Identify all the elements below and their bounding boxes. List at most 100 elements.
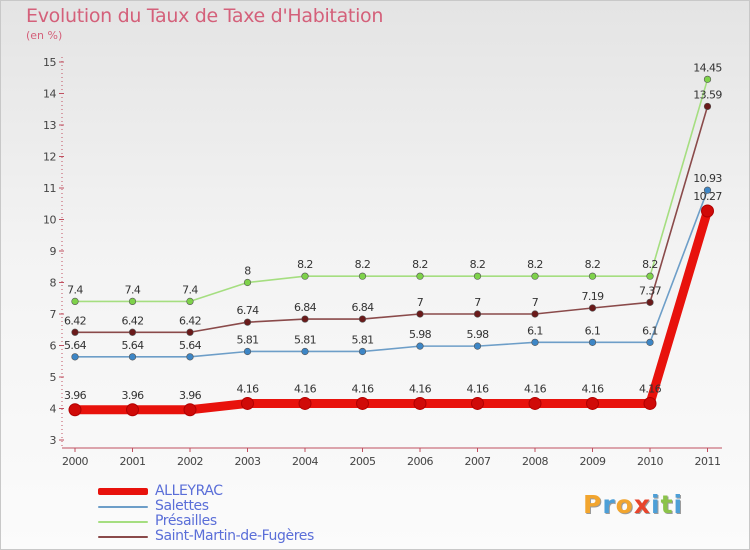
x-tick-label: 2004	[292, 455, 318, 468]
legend-label: Présailles	[155, 513, 217, 529]
data-label: 5.98	[409, 328, 432, 341]
data-point	[413, 396, 427, 410]
data-point	[301, 315, 309, 323]
data-point	[358, 347, 367, 356]
series-points	[68, 75, 714, 417]
data-label: 4.16	[409, 382, 432, 395]
data-point	[416, 342, 424, 350]
data-point	[703, 102, 712, 111]
y-tick-label: 6	[50, 340, 57, 353]
data-point	[186, 353, 194, 361]
x-tick-label: 2000	[62, 455, 88, 468]
unit-label: (en %)	[26, 29, 63, 42]
data-point	[358, 272, 367, 280]
data-label: 13.59	[693, 88, 722, 101]
data-label: 14.45	[693, 61, 722, 74]
data-label: 10.27	[693, 190, 722, 203]
data-point	[416, 310, 424, 318]
y-tick-label: 11	[43, 182, 56, 195]
series-line-2	[75, 79, 709, 303]
data-label: 3.96	[179, 389, 202, 402]
data-point	[531, 272, 539, 280]
y-tick-label: 4	[50, 403, 57, 416]
y-tick-label: 10	[43, 214, 56, 227]
y-tick-label: 8	[50, 277, 57, 290]
series-line-3	[75, 106, 709, 334]
x-tick-label: 2001	[120, 455, 146, 468]
y-tick-label: 3	[50, 434, 57, 447]
data-label: 6.1	[527, 324, 543, 337]
legend-item-presailles: Présailles	[98, 513, 358, 529]
legend: ALLEYRAC Salettes Présailles Saint-Marti…	[98, 483, 358, 544]
logo-letter: i	[651, 490, 661, 519]
chart-title: Evolution du Taux de Taxe d'Habitation	[26, 5, 384, 27]
y-tick-label: 14	[43, 88, 56, 101]
data-label: 4.16	[524, 382, 547, 395]
data-point	[646, 298, 654, 306]
legend-item-alleyrac: ALLEYRAC	[98, 483, 358, 499]
x-tick-label: 2007	[465, 455, 491, 468]
y-tick-label: 15	[43, 56, 56, 69]
data-point	[703, 75, 712, 83]
data-point	[531, 310, 539, 318]
logo-letter: t	[660, 490, 674, 519]
legend-item-saint-martin: Saint-Martin-de-Fugères	[98, 528, 358, 544]
data-point	[473, 342, 482, 350]
data-point	[71, 297, 79, 306]
x-tick-label: 2008	[522, 455, 548, 468]
data-label: 7.4	[182, 283, 198, 296]
data-point	[71, 353, 79, 361]
logo-letter: i	[673, 490, 684, 519]
y-tick-label: 13	[43, 119, 56, 132]
data-label: 7.37	[639, 284, 662, 297]
data-labels: 5.64 5.64 5.64 5.81 5.81 5.81 5.98 5.98 6.1 6.1 6.…	[64, 61, 723, 402]
data-point	[473, 310, 482, 318]
data-label: 7	[417, 296, 424, 309]
data-point	[701, 204, 714, 218]
data-point	[471, 396, 484, 410]
data-label: 4.16	[466, 382, 489, 395]
data-label: 6.84	[294, 301, 317, 314]
legend-label: Salettes	[155, 498, 209, 514]
data-label: 6.42	[121, 314, 143, 327]
data-label: 5.81	[236, 333, 258, 346]
data-label: 4.16	[639, 382, 662, 395]
data-point	[703, 186, 712, 194]
data-point	[473, 272, 482, 280]
data-label: 8.2	[527, 258, 543, 271]
data-label: 6.84	[351, 301, 374, 314]
x-tick-label: 2009	[580, 455, 606, 468]
data-point	[588, 338, 597, 346]
data-label: 7	[474, 296, 481, 309]
data-point	[646, 338, 654, 346]
data-point	[243, 278, 252, 287]
data-point	[643, 396, 657, 410]
data-point	[128, 353, 137, 361]
data-label: 6.1	[642, 324, 658, 337]
series-lines	[70, 79, 712, 415]
data-label: 6.1	[585, 324, 601, 337]
logo-letter: r	[602, 490, 616, 519]
data-label: 6.74	[236, 304, 259, 317]
data-label: 5.81	[294, 333, 316, 346]
legend-swatch-salettes	[98, 506, 148, 508]
data-label: 6.42	[64, 314, 86, 327]
data-label: 10.93	[693, 172, 722, 185]
data-point	[68, 403, 82, 417]
data-point	[646, 272, 654, 280]
legend-item-salettes: Salettes	[98, 498, 358, 514]
data-point	[356, 396, 369, 410]
data-label: 6.42	[179, 314, 201, 327]
logo-letter: P	[583, 490, 603, 519]
data-label: 4.16	[581, 382, 604, 395]
data-point	[586, 396, 599, 410]
data-point	[186, 328, 194, 336]
data-label: 7.4	[67, 283, 83, 296]
data-point	[298, 396, 312, 410]
data-point	[243, 347, 252, 356]
data-point	[528, 396, 542, 410]
legend-label: Saint-Martin-de-Fugères	[155, 528, 314, 544]
data-label: 7.4	[125, 283, 141, 296]
